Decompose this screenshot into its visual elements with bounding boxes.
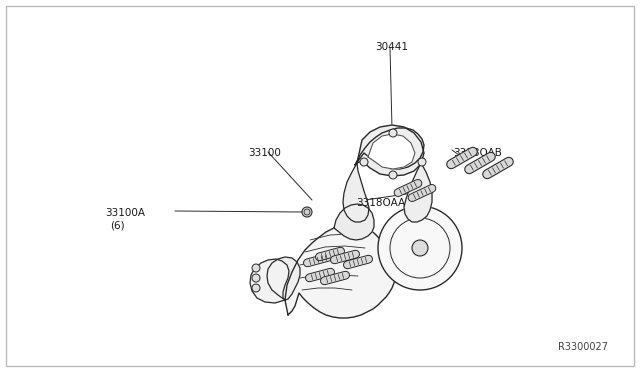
Text: 33100: 33100 bbox=[248, 148, 281, 158]
Text: (6): (6) bbox=[110, 220, 125, 230]
Circle shape bbox=[252, 264, 260, 272]
Text: 33100A: 33100A bbox=[105, 208, 145, 218]
Polygon shape bbox=[267, 257, 300, 300]
Circle shape bbox=[252, 274, 260, 282]
Circle shape bbox=[378, 206, 462, 290]
Polygon shape bbox=[250, 259, 289, 303]
Polygon shape bbox=[357, 125, 424, 176]
Circle shape bbox=[418, 158, 426, 166]
Circle shape bbox=[412, 240, 428, 256]
Polygon shape bbox=[343, 163, 369, 222]
Circle shape bbox=[360, 158, 368, 166]
Circle shape bbox=[302, 207, 312, 217]
Text: 3318OAA: 3318OAA bbox=[356, 198, 405, 208]
Circle shape bbox=[389, 171, 397, 179]
Polygon shape bbox=[355, 128, 424, 169]
Polygon shape bbox=[334, 204, 374, 240]
Text: 3318OAB: 3318OAB bbox=[453, 148, 502, 158]
Text: 30441: 30441 bbox=[375, 42, 408, 52]
Polygon shape bbox=[285, 224, 396, 318]
Circle shape bbox=[252, 284, 260, 292]
Circle shape bbox=[389, 129, 397, 137]
Text: R3300027: R3300027 bbox=[558, 342, 608, 352]
Polygon shape bbox=[404, 163, 432, 222]
Polygon shape bbox=[368, 134, 415, 169]
Circle shape bbox=[304, 209, 310, 215]
